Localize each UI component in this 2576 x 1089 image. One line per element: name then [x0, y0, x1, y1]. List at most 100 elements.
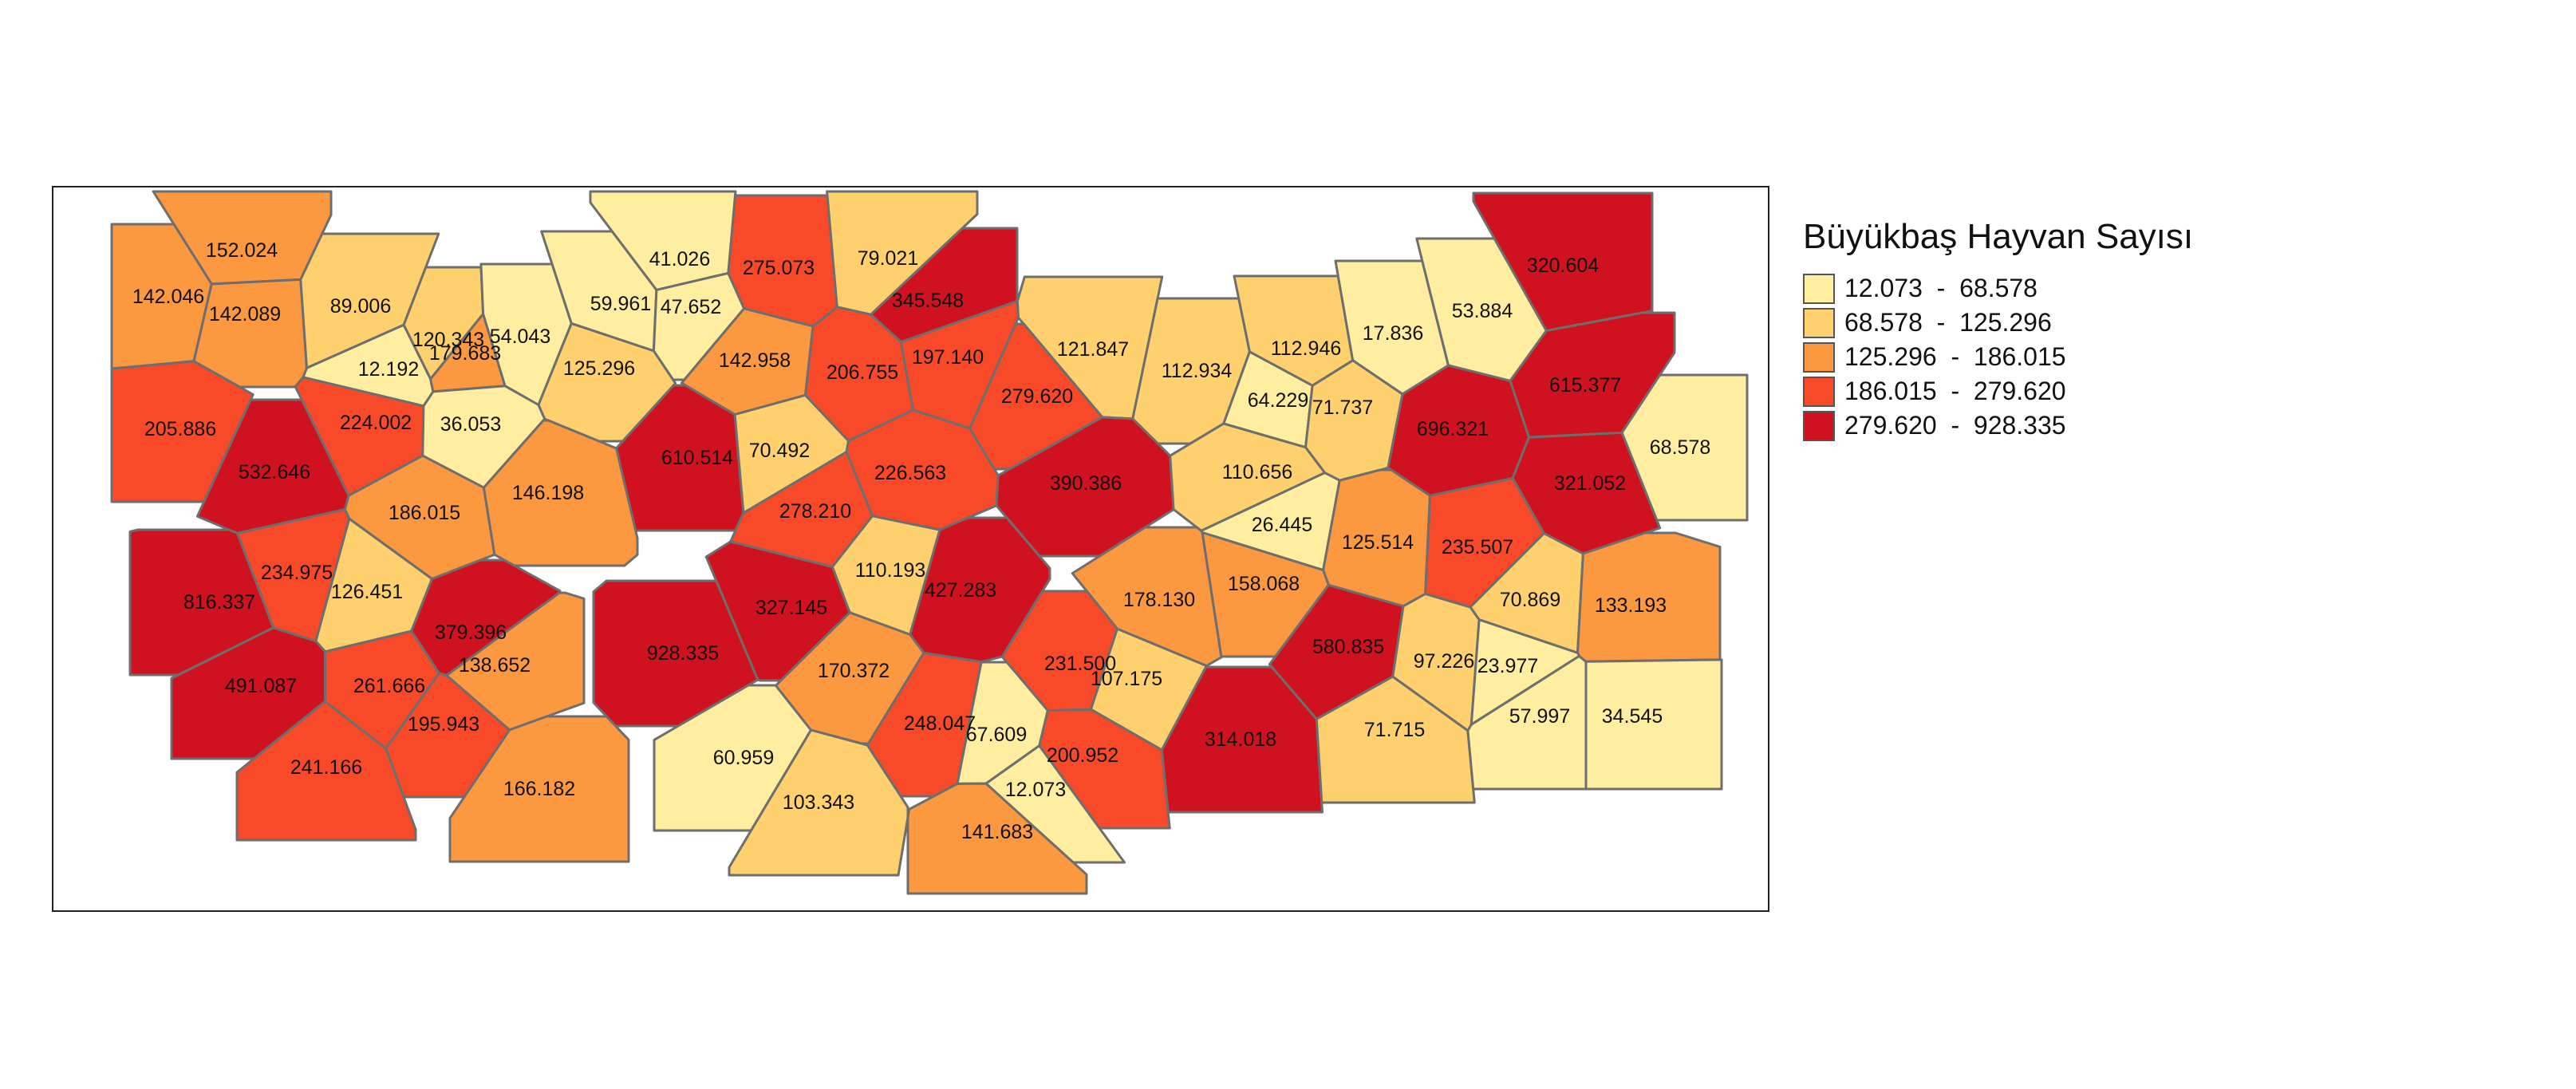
province-value-label: 60.959 [713, 747, 774, 769]
province-value-label: 70.869 [1500, 589, 1560, 611]
province-region [909, 516, 1051, 664]
province-value-label: 345.548 [892, 290, 964, 312]
province-value-label: 379.396 [435, 621, 507, 644]
province-value-label: 234.975 [261, 562, 333, 584]
province-value-label: 67.609 [966, 724, 1027, 746]
province-value-label: 226.563 [874, 462, 946, 484]
province-value-label: 47.652 [661, 296, 721, 318]
province-region [482, 419, 639, 567]
province-value-label: 928.335 [647, 642, 719, 665]
province-value-label: 146.198 [512, 482, 584, 504]
province-value-label: 261.666 [353, 675, 425, 697]
province-value-label: 112.946 [1271, 337, 1342, 360]
legend-label: 125.296 - 186.015 [1844, 342, 2066, 371]
legend-item: 186.015 - 279.620 [1803, 374, 2193, 408]
province-region [1620, 373, 1749, 522]
province-value-label: 321.052 [1554, 472, 1626, 495]
province-value-label: 231.500 [1044, 653, 1116, 675]
province-value-label: 64.229 [1248, 389, 1308, 412]
province-region [592, 579, 759, 728]
province-regions [110, 190, 1749, 895]
province-value-label: 197.140 [912, 346, 984, 369]
province-value-label: 138.652 [459, 654, 531, 677]
province-value-label: 205.886 [144, 418, 216, 440]
province-value-label: 12.073 [1005, 779, 1066, 801]
province-value-label: 59.961 [590, 293, 651, 315]
province-value-label: 68.578 [1650, 436, 1710, 459]
province-value-label: 491.087 [225, 675, 297, 697]
province-value-label: 275.073 [743, 257, 815, 279]
province-value-label: 70.492 [749, 440, 810, 462]
province-value-label: 816.337 [183, 591, 255, 614]
province-region [448, 715, 630, 863]
province-value-label: 241.166 [290, 756, 362, 779]
province-region [906, 782, 1088, 895]
province-value-label: 580.835 [1312, 636, 1384, 658]
province-value-label: 610.514 [661, 447, 733, 469]
province-value-label: 142.089 [209, 303, 281, 326]
province-value-label: 166.182 [503, 778, 575, 800]
province-value-label: 57.997 [1509, 705, 1570, 728]
province-value-label: 34.545 [1602, 705, 1663, 728]
province-value-label: 120.343 [412, 329, 484, 351]
province-value-label: 36.053 [440, 413, 501, 436]
legend-label: 186.015 - 279.620 [1844, 377, 2066, 405]
province-value-label: 152.024 [206, 239, 278, 262]
legend-item: 125.296 - 186.015 [1803, 340, 2193, 374]
province-value-label: 200.952 [1047, 744, 1118, 767]
province-value-label: 327.145 [755, 597, 827, 619]
province-value-label: 17.836 [1363, 322, 1423, 345]
legend-label: 279.620 - 928.335 [1844, 411, 2066, 440]
province-value-label: 142.958 [719, 349, 791, 372]
legend-label: 12.073 - 68.578 [1844, 274, 2038, 302]
province-value-label: 110.193 [855, 559, 926, 582]
province-value-label: 26.445 [1252, 514, 1312, 536]
province-value-label: 121.847 [1057, 338, 1129, 361]
legend-swatch [1803, 410, 1835, 441]
map-legend: Büyükbaş Hayvan Sayısı 12.073 - 68.578 6… [1803, 217, 2193, 443]
province-value-label: 279.620 [1001, 385, 1073, 408]
province-value-label: 615.377 [1549, 374, 1621, 397]
legend-item: 279.620 - 928.335 [1803, 408, 2193, 443]
province-value-label: 126.451 [331, 581, 403, 603]
province-value-label: 314.018 [1205, 728, 1276, 751]
province-value-label: 532.646 [239, 461, 310, 483]
province-value-label: 235.507 [1442, 536, 1513, 558]
province-value-label: 97.226 [1414, 650, 1474, 673]
province-value-label: 107.175 [1091, 668, 1162, 690]
province-value-label: 41.026 [649, 248, 710, 270]
legend-title: Büyükbaş Hayvan Sayısı [1803, 217, 2194, 256]
province-value-label: 125.296 [563, 357, 635, 380]
province-value-label: 110.656 [1222, 461, 1293, 483]
legend-swatch [1803, 341, 1835, 373]
province-value-label: 179.683 [429, 342, 501, 365]
legend-item: 12.073 - 68.578 [1803, 271, 2193, 306]
province-value-label: 142.046 [132, 286, 204, 308]
legend-swatch [1803, 307, 1835, 338]
province-value-label: 206.755 [826, 361, 898, 384]
map-frame [52, 186, 1769, 912]
province-value-label: 320.604 [1527, 254, 1599, 277]
province-region [704, 540, 851, 682]
province-value-label: 112.934 [1162, 360, 1233, 382]
province-value-label: 89.006 [330, 295, 391, 318]
province-value-label: 224.002 [340, 412, 412, 434]
province-value-label: 71.715 [1364, 719, 1425, 741]
legend-rows: 12.073 - 68.578 68.578 - 125.296 125.296… [1803, 271, 2193, 443]
province-value-label: 390.386 [1050, 472, 1122, 495]
province-value-label: 79.021 [858, 247, 918, 270]
province-value-label: 103.343 [783, 791, 854, 814]
province-value-label: 427.283 [925, 579, 996, 602]
province-value-label: 696.321 [1417, 418, 1489, 440]
province-value-label: 54.043 [490, 326, 550, 348]
legend-item: 68.578 - 125.296 [1803, 306, 2193, 340]
legend-swatch [1803, 273, 1835, 304]
province-region [1584, 658, 1723, 791]
province-value-label: 71.737 [1312, 397, 1373, 419]
province-value-label: 278.210 [779, 500, 851, 523]
legend-label: 68.578 - 125.296 [1844, 308, 2052, 337]
province-value-label: 170.372 [818, 660, 890, 682]
province-value-label: 141.683 [961, 821, 1033, 843]
